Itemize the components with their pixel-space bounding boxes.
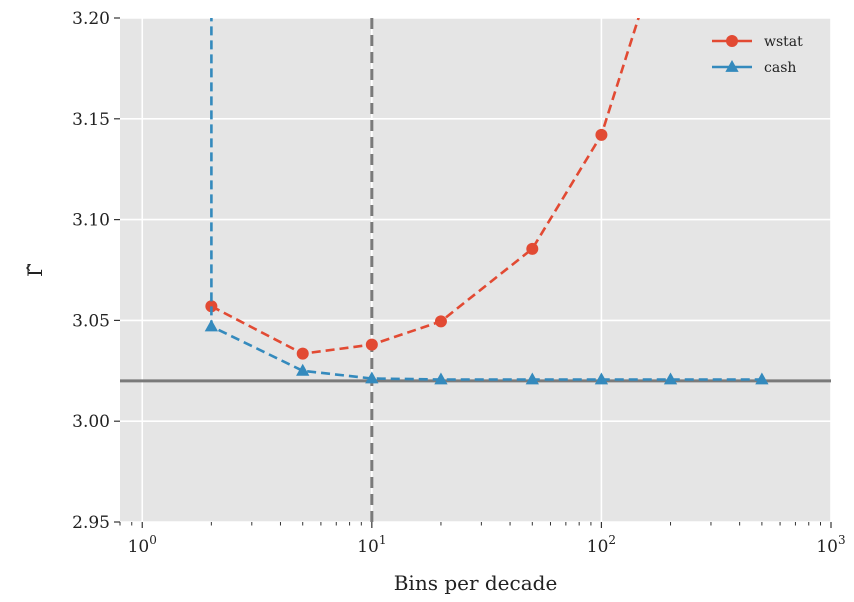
data-point-cash	[663, 372, 678, 385]
legend-marker-wstat	[726, 35, 738, 47]
y-tick-label: 3.15	[72, 110, 110, 130]
data-point-cash	[204, 319, 219, 332]
data-point-cash	[296, 363, 310, 376]
data-point-wstat	[526, 242, 539, 255]
x-tick-label: 101	[357, 533, 386, 557]
legend-label-wstat: wstat	[764, 34, 803, 50]
y-tick-label: 3.10	[72, 211, 110, 231]
data-point-wstat	[296, 347, 309, 360]
x-tick-label: 100	[128, 533, 157, 557]
reference-lines	[120, 18, 831, 522]
data-point-wstat	[205, 300, 218, 313]
data-point-wstat	[434, 315, 447, 328]
x-tick-label: 102	[587, 533, 616, 557]
legend: wstat cash	[712, 34, 803, 76]
y-tick-label: 3.20	[72, 9, 110, 29]
legend-marker-cash	[725, 60, 739, 72]
y-tick-label: 2.95	[72, 513, 110, 533]
x-tick-label: 103	[816, 533, 845, 557]
plot-background	[120, 18, 831, 522]
y-axis-label: Γ̂	[23, 263, 47, 277]
data-point-cash	[755, 372, 769, 385]
data-point-wstat	[365, 338, 378, 351]
data-point-wstat	[595, 128, 608, 141]
data-point-cash	[365, 371, 379, 384]
data-point-cash	[525, 372, 539, 385]
y-tick-label: 3.00	[72, 412, 110, 432]
legend-label-cash: cash	[764, 60, 796, 76]
axis-ticks: 100 101 102 103 2.95 3.00 3.05 3.10 3.15 3.20	[72, 9, 846, 557]
data-series	[204, 18, 769, 385]
x-axis-label: Bins per decade	[394, 571, 558, 595]
data-point-cash	[434, 372, 448, 385]
y-tick-label: 3.05	[72, 311, 110, 331]
data-point-cash	[594, 372, 609, 385]
axis-labels: Bins per decade Γ̂	[23, 263, 557, 595]
